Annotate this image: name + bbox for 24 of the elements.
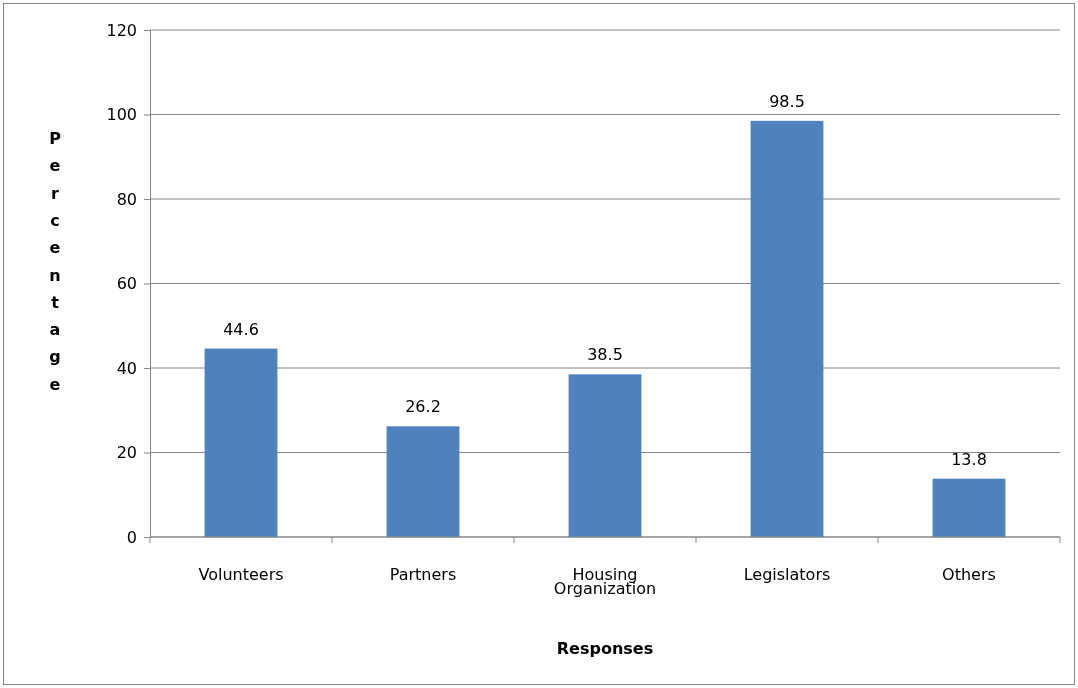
y-tick-label: 120 — [106, 20, 137, 40]
bar — [932, 478, 1006, 537]
data-label: 13.8 — [951, 449, 987, 469]
x-axis-title: Responses — [556, 639, 654, 658]
data-label: 98.5 — [769, 91, 805, 111]
bar — [568, 374, 642, 537]
data-label: 38.5 — [587, 345, 623, 365]
y-tick-label: 0 — [126, 527, 137, 547]
bar — [204, 348, 278, 537]
y-tick-label: 40 — [116, 358, 137, 378]
text: Percentage — [49, 129, 61, 394]
x-tick-label: Legislators — [743, 565, 831, 584]
x-tick-label: Partners — [389, 565, 457, 584]
x-tick-label: Volunteers — [198, 565, 284, 584]
x-tick-label: Others — [942, 565, 996, 584]
data-label: 44.6 — [223, 319, 259, 339]
data-label: 26.2 — [405, 397, 441, 417]
bar — [750, 120, 824, 537]
y-tick-label: 20 — [116, 443, 137, 463]
bar — [386, 426, 460, 537]
y-tick-label: 80 — [116, 189, 137, 209]
x-tick-label: Housing Organization — [553, 565, 657, 599]
y-tick-label: 100 — [106, 105, 137, 125]
y-tick-label: 60 — [116, 274, 137, 294]
